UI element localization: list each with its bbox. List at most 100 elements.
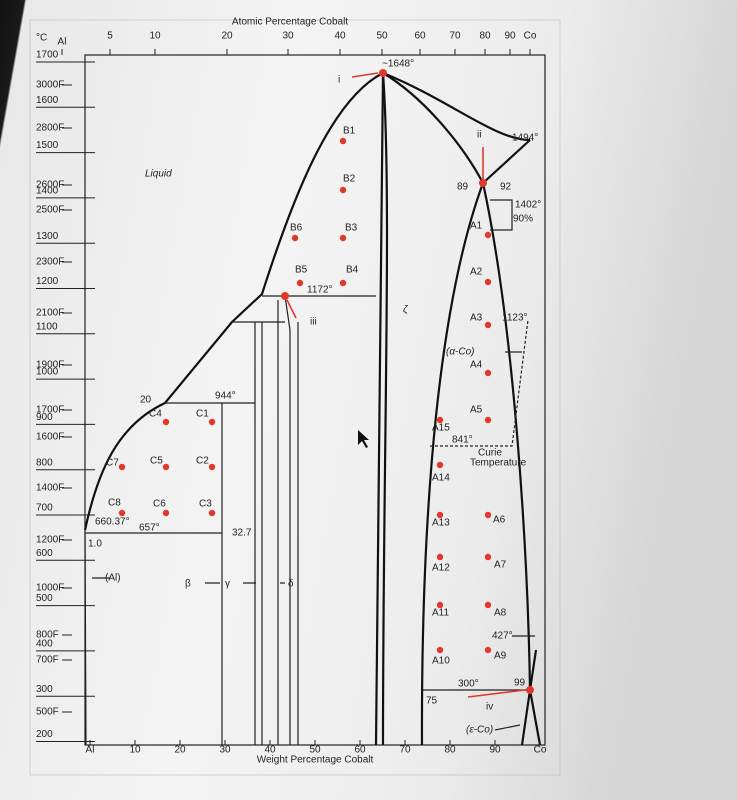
diagram-label: 1402° bbox=[515, 200, 541, 211]
point-label: C4 bbox=[149, 409, 162, 420]
celsius-tick-label: 800 bbox=[36, 457, 53, 468]
diagram-label: γ bbox=[225, 579, 230, 590]
celsius-tick-label: 1400 bbox=[36, 186, 59, 197]
fahrenheit-tick-label: 700F bbox=[36, 655, 59, 666]
celsius-tick-label: 1200 bbox=[36, 276, 59, 287]
point-label: A4 bbox=[470, 360, 483, 371]
celsius-tick-label: 1300 bbox=[36, 231, 59, 242]
diagram-label: iii bbox=[310, 317, 317, 328]
celsius-tick-label: 500 bbox=[36, 593, 53, 604]
fahrenheit-tick-label: 1600F bbox=[36, 432, 64, 443]
sample-point bbox=[436, 646, 444, 654]
zeta-right bbox=[381, 72, 389, 746]
point-label: C3 bbox=[199, 499, 212, 510]
fahrenheit-tick-label: 800F bbox=[36, 630, 59, 641]
point-label: A8 bbox=[494, 608, 507, 619]
point-label: C5 bbox=[150, 456, 163, 467]
diagram-label: (α-Co) bbox=[446, 347, 474, 358]
sample-point bbox=[208, 509, 216, 517]
diagram-label: 75 bbox=[426, 696, 438, 707]
diagram-label: 427° bbox=[492, 631, 513, 642]
point-label: A5 bbox=[470, 405, 483, 416]
bottom-tick-label: 40 bbox=[264, 745, 276, 756]
marker bbox=[379, 69, 387, 77]
sample-point bbox=[162, 509, 170, 517]
bottom-tick-label: 80 bbox=[444, 745, 456, 756]
sample-point bbox=[436, 416, 444, 424]
diagram-label: 841° bbox=[452, 435, 473, 446]
top-tick-label: 50 bbox=[376, 31, 388, 42]
arrows bbox=[286, 72, 526, 698]
axis-title: Weight Percentage Cobalt bbox=[257, 755, 374, 766]
top-tick-label: Co bbox=[524, 31, 537, 42]
alpha-right bbox=[481, 182, 532, 691]
diagram-label: 92 bbox=[500, 182, 512, 193]
sample-point bbox=[484, 321, 492, 329]
sample-point bbox=[484, 511, 492, 519]
sample-point bbox=[339, 234, 347, 242]
point-label: A3 bbox=[470, 313, 483, 324]
bottom-tick-label: 90 bbox=[489, 745, 501, 756]
point-label: A11 bbox=[432, 608, 449, 619]
zeta-left bbox=[374, 72, 385, 746]
sample-point bbox=[484, 369, 492, 377]
top-tick-label: 90 bbox=[504, 31, 516, 42]
top-tick-label: 10 bbox=[149, 31, 161, 42]
diagram-label: 20 bbox=[140, 395, 152, 406]
point-label: A10 bbox=[432, 656, 450, 667]
diagram-label: 1.0 bbox=[88, 539, 102, 550]
point-label: B6 bbox=[290, 223, 303, 234]
diagram-label: (ε-Co) bbox=[466, 725, 493, 736]
sample-point bbox=[118, 463, 126, 471]
top-tick-label: 70 bbox=[449, 31, 461, 42]
solidus-co bbox=[382, 71, 531, 142]
top-tick-label: 40 bbox=[334, 31, 346, 42]
diagram-label: 300° bbox=[458, 679, 479, 690]
sample-point bbox=[484, 278, 492, 286]
celsius-tick-label: 600 bbox=[36, 548, 53, 559]
fahrenheit-tick-label: 1200F bbox=[36, 535, 64, 546]
point-label: B3 bbox=[345, 223, 358, 234]
diagram-label: 1123° bbox=[502, 313, 528, 324]
diagram-label: 89 bbox=[457, 182, 469, 193]
top-tick-label: 30 bbox=[282, 31, 294, 42]
sample-point bbox=[162, 463, 170, 471]
celsius-tick-label: 200 bbox=[36, 729, 53, 740]
point-label: A13 bbox=[432, 518, 450, 529]
point-label: B4 bbox=[346, 265, 359, 276]
celsius-tick-label: 700 bbox=[36, 503, 53, 514]
point-label: A2 bbox=[470, 267, 483, 278]
celsius-tick-label: 400 bbox=[36, 639, 53, 650]
point-label: A1 bbox=[470, 221, 483, 232]
diagram-label: 1172° bbox=[307, 285, 333, 296]
point-label: C6 bbox=[153, 499, 166, 510]
celsius-tick-label: 1000 bbox=[36, 367, 59, 378]
sample-point bbox=[118, 509, 126, 517]
curie-line bbox=[430, 319, 529, 447]
sample-point bbox=[162, 418, 170, 426]
sample-point bbox=[208, 463, 216, 471]
top-tick-label: 80 bbox=[479, 31, 491, 42]
bottom-tick-label: 10 bbox=[129, 745, 141, 756]
top-tick-label: 5 bbox=[107, 31, 113, 42]
al-solvus bbox=[84, 532, 87, 746]
celsius-tick-label: 1600 bbox=[36, 95, 59, 106]
point-label: C7 bbox=[106, 458, 119, 469]
unit-label: °C bbox=[36, 33, 47, 44]
point-label: A12 bbox=[432, 563, 450, 574]
sample-point bbox=[339, 137, 347, 145]
sample-point bbox=[484, 553, 492, 561]
fahrenheit-tick-label: 2300F bbox=[36, 257, 64, 268]
sample-point bbox=[436, 601, 444, 609]
box-1402 bbox=[490, 199, 513, 231]
top-tick-label: 20 bbox=[221, 31, 233, 42]
fahrenheit-tick-label: 2500F bbox=[36, 205, 64, 216]
alpha-left bbox=[420, 182, 485, 746]
sample-point bbox=[339, 279, 347, 287]
diagram-label: 32.7 bbox=[232, 528, 252, 539]
diagram-label: 90% bbox=[513, 214, 533, 225]
top-tick-label: Al bbox=[58, 37, 67, 48]
sample-point bbox=[484, 646, 492, 654]
